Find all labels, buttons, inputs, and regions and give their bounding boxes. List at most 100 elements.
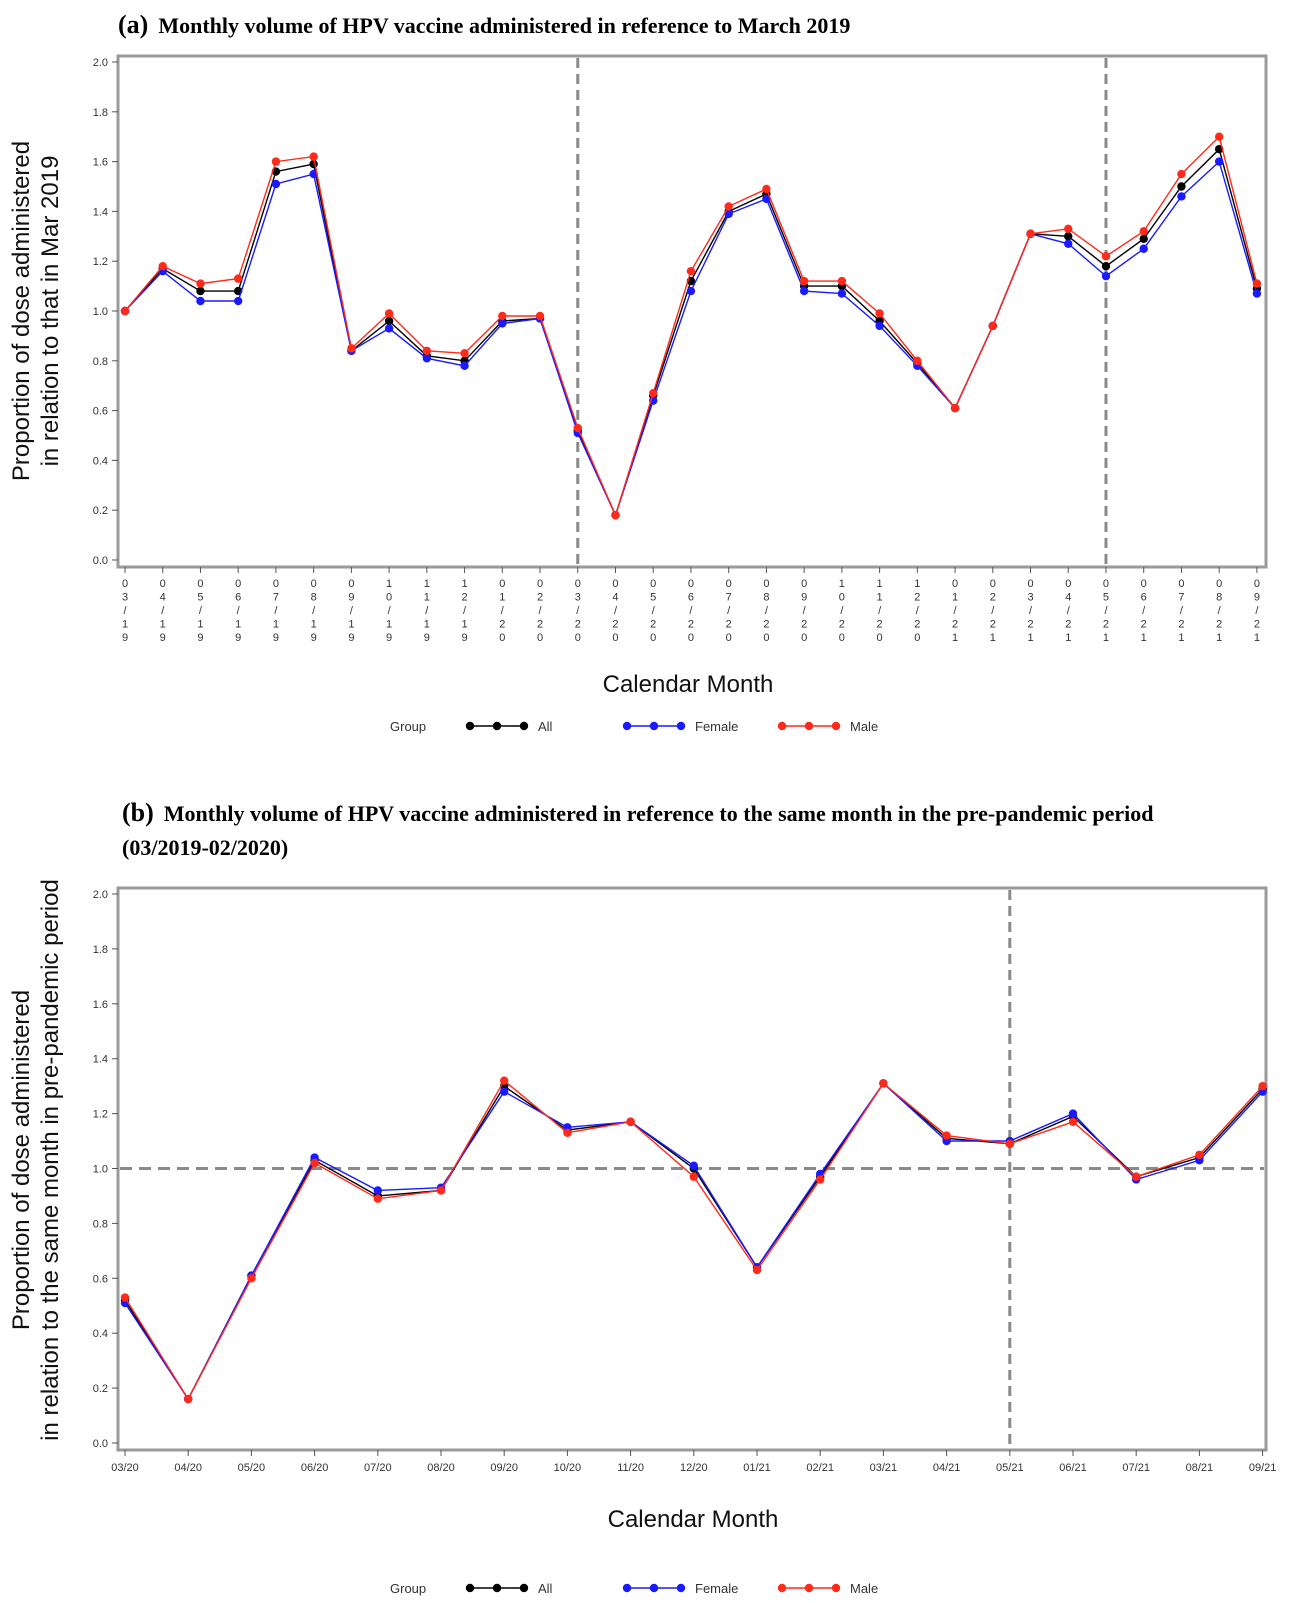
x-tick-label-char: 0 <box>1027 578 1033 590</box>
x-tick-label-char: 0 <box>537 578 543 590</box>
data-point-female <box>196 296 205 306</box>
y-tick-label: 0.0 <box>93 1438 108 1450</box>
x-tick-label-char: / <box>1218 605 1222 617</box>
x-tick-label-char: / <box>803 605 807 617</box>
x-tick-label-char: 6 <box>235 592 241 604</box>
x-tick-label: 11/20 <box>617 1462 644 1474</box>
x-tick-label-char: / <box>161 605 165 617</box>
x-tick-label-char: 0 <box>537 632 543 644</box>
x-tick-label: 03/20 <box>111 1462 139 1474</box>
x-tick-label-char: / <box>916 605 920 617</box>
x-tick-label-char: 7 <box>726 592 732 604</box>
y-axis-title-line: in relation to the same month in pre-pan… <box>37 879 64 1441</box>
x-tick-label: 05/21 <box>996 1462 1024 1474</box>
x-tick-label-char: 9 <box>348 632 354 644</box>
data-point-male <box>1139 227 1148 236</box>
x-tick-label-char: 2 <box>537 592 543 604</box>
y-tick-label: 0.8 <box>93 1218 108 1230</box>
x-tick-label-char: / <box>425 605 429 617</box>
x-tick-label-char: 2 <box>877 619 883 631</box>
data-point-male <box>460 349 469 358</box>
x-tick-label-char: 2 <box>990 592 996 604</box>
legend-marker-male <box>804 721 814 731</box>
legend-label-female: Female <box>695 1581 738 1596</box>
x-tick-label-char: 4 <box>612 592 618 604</box>
legend-marker-all <box>519 1583 529 1593</box>
x-tick-label-char: 4 <box>160 592 166 604</box>
x-tick-label-char: 0 <box>575 578 581 590</box>
x-tick-label: 06/20 <box>301 1462 329 1474</box>
x-tick-label-char: 9 <box>122 632 128 644</box>
x-tick-label-char: / <box>1142 605 1146 617</box>
x-tick-label-char: 0 <box>348 578 354 590</box>
x-tick-label-char: 5 <box>1103 592 1109 604</box>
data-point-male <box>373 1194 382 1203</box>
data-point-male <box>1101 252 1111 261</box>
x-tick-label-char: 1 <box>952 632 958 644</box>
x-tick-label-char: 0 <box>952 578 958 590</box>
x-tick-label-char: / <box>1255 605 1259 617</box>
y-tick-label: 2.0 <box>93 889 108 901</box>
x-tick-label-char: 0 <box>160 578 166 590</box>
data-point-female <box>1101 271 1111 281</box>
legend-title: Group <box>390 719 426 734</box>
legend-b: Group All Female Male <box>390 1581 878 1596</box>
x-tick-label-char: 2 <box>1178 619 1184 631</box>
x-tick-label-char: 2 <box>801 619 807 631</box>
x-tick-label-char: 2 <box>914 592 920 604</box>
x-tick-label-char: 1 <box>839 578 845 590</box>
y-tick-label: 1.4 <box>93 206 108 218</box>
legend-a: Group All Female Male <box>390 719 878 734</box>
x-tick-label-char: 9 <box>235 632 241 644</box>
y-tick-label: 0.2 <box>93 505 108 517</box>
x-tick-label-char: 9 <box>801 592 807 604</box>
data-point-female <box>1068 1109 1078 1118</box>
x-tick-label: 08/21 <box>1186 1462 1214 1474</box>
x-tick-label-char: 9 <box>160 632 166 644</box>
data-point-female <box>1177 192 1186 201</box>
x-tick-label-char: 5 <box>197 592 203 604</box>
x-tick-label-char: 8 <box>311 592 317 604</box>
y-tick-label: 1.8 <box>93 107 108 119</box>
y-tick-label: 0.8 <box>93 356 108 368</box>
x-tick-label-char: 7 <box>273 592 279 604</box>
data-point-male <box>942 1131 951 1140</box>
x-tick-label-char: 1 <box>952 592 958 604</box>
data-point-male <box>120 1293 130 1302</box>
data-point-male <box>196 279 205 288</box>
x-tick-label-char: 0 <box>877 632 883 644</box>
x-tick-label-char: 1 <box>273 619 279 631</box>
x-tick-label: 06/21 <box>1059 1462 1087 1474</box>
panel-b-title-text: Monthly volume of HPV vaccine administer… <box>122 801 1154 860</box>
legend-label-male: Male <box>850 719 878 734</box>
data-point-all <box>1101 261 1111 271</box>
x-tick-label-char: 9 <box>273 632 279 644</box>
data-point-male <box>689 1172 698 1181</box>
x-tick-label-char: 5 <box>650 592 656 604</box>
x-tick-label-char: 0 <box>990 578 996 590</box>
data-point-all <box>1139 234 1148 243</box>
x-tick-label-char: 4 <box>1065 592 1071 604</box>
data-point-male <box>1177 169 1186 179</box>
x-tick-label: 10/20 <box>554 1462 582 1474</box>
data-point-male <box>1258 1081 1267 1091</box>
data-point-female <box>373 1186 382 1195</box>
x-tick-label-char: 0 <box>726 632 732 644</box>
data-point-male <box>347 344 356 353</box>
x-tick-label-char: 1 <box>914 578 920 590</box>
y-axis-title-line: in relation to that in Mar 2019 <box>37 156 64 467</box>
data-point-male <box>1005 1139 1014 1148</box>
y-tick-label: 1.0 <box>93 306 108 318</box>
series-line-male <box>124 1079 1264 1401</box>
data-point-female <box>384 324 394 333</box>
x-tick-label-char: 1 <box>877 592 883 604</box>
data-point-female <box>837 289 847 298</box>
x-tick-label-char: 0 <box>235 578 241 590</box>
x-tick-label: 01/21 <box>743 1462 771 1474</box>
x-tick-label-char: 2 <box>650 619 656 631</box>
legend-marker-all <box>519 721 529 731</box>
x-tick-label-char: 1 <box>1216 632 1222 644</box>
chart-panel-a: 0.00.20.40.60.81.01.21.41.61.82.003/1904… <box>8 54 1268 734</box>
x-tick-label: 04/20 <box>174 1462 202 1474</box>
